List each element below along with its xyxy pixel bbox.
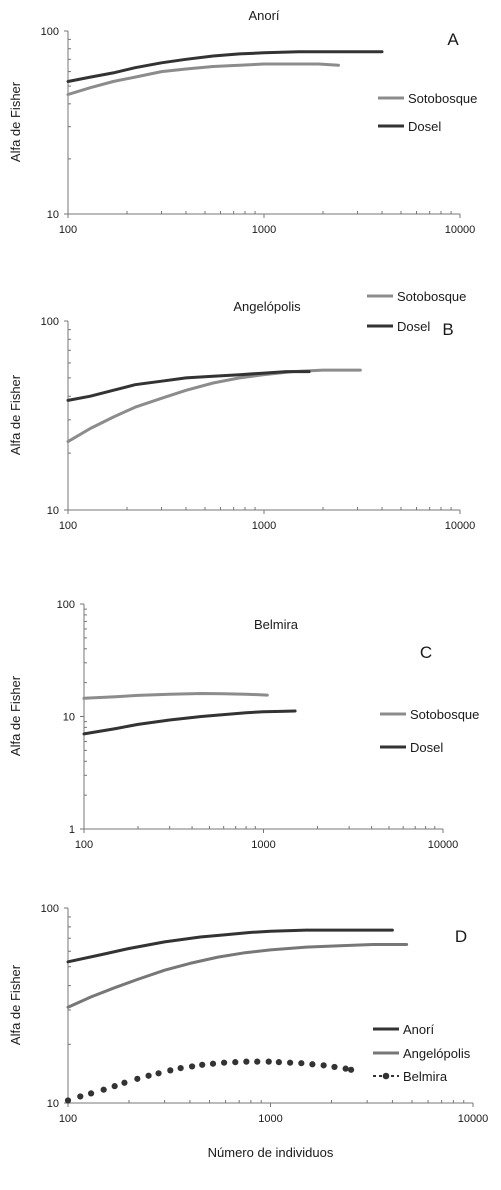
- data-point: [167, 1067, 174, 1074]
- series-line: [82, 692, 269, 700]
- data-point: [243, 1058, 250, 1065]
- series-line: [66, 50, 384, 83]
- y-axis-title: Alfa de Fisher: [8, 964, 23, 1045]
- data-point: [177, 1064, 184, 1072]
- y-axis-title: Alfa de Fisher: [8, 374, 23, 455]
- data-point: [342, 1065, 349, 1072]
- y-axis-title: Alfa de Fisher: [8, 675, 23, 756]
- series-line: [82, 709, 297, 736]
- legend-marker: [382, 1072, 390, 1080]
- series-line: [66, 943, 409, 1009]
- y-tick-label: 10: [47, 505, 59, 517]
- x-tick-label: 100: [75, 839, 93, 851]
- y-tick-label: 100: [41, 903, 59, 915]
- panel-letter: B: [442, 320, 453, 339]
- series-line: [66, 368, 362, 444]
- series-line: [66, 62, 340, 96]
- panel-title: Belmira: [254, 617, 299, 632]
- data-point: [265, 1058, 272, 1065]
- data-point: [254, 1058, 261, 1065]
- legend-label: Sotobosque: [410, 707, 479, 722]
- data-point: [100, 1086, 107, 1093]
- legend-label: Dosel: [410, 740, 443, 755]
- x-tick-label: 1000: [251, 839, 275, 851]
- legend-label: Dosel: [397, 319, 430, 334]
- data-point: [121, 1079, 128, 1086]
- y-tick-label: 100: [41, 316, 59, 328]
- legend-label: Anorí: [403, 1022, 434, 1037]
- legend-label: Angelópolis: [403, 1046, 471, 1061]
- y-tick-label: 100: [57, 599, 75, 611]
- series-line: [66, 370, 311, 402]
- data-point: [287, 1059, 294, 1066]
- y-axis-title: Alfa de Fisher: [8, 81, 23, 162]
- data-point: [347, 1066, 355, 1073]
- x-tick-label: 1000: [252, 224, 276, 236]
- data-point: [331, 1063, 338, 1071]
- data-point: [275, 1059, 282, 1066]
- legend-label: Belmira: [403, 1069, 448, 1084]
- x-axis-title: Número de individuos: [208, 1145, 334, 1160]
- data-point: [209, 1060, 217, 1067]
- y-tick-label: 10: [47, 1098, 59, 1110]
- data-point: [77, 1093, 84, 1100]
- y-tick-label: 1: [69, 824, 75, 836]
- data-point: [134, 1075, 141, 1082]
- panel-letter: C: [420, 643, 432, 662]
- legend-label: Dosel: [408, 119, 441, 134]
- x-tick-label: 10000: [428, 839, 459, 851]
- data-point: [87, 1090, 95, 1097]
- data-point: [64, 1097, 72, 1104]
- panel-letter: A: [447, 30, 459, 49]
- x-tick-label: 1000: [252, 520, 276, 532]
- x-tick-label: 1000: [258, 1113, 282, 1125]
- legend-label: Sotobosque: [397, 289, 466, 304]
- series-line: [66, 928, 394, 964]
- x-tick-label: 100: [59, 520, 77, 532]
- y-tick-label: 10: [47, 209, 59, 221]
- data-point: [111, 1083, 118, 1090]
- panel-title: Anorí: [248, 8, 279, 23]
- legend-label: Sotobosque: [408, 91, 477, 106]
- data-point: [298, 1060, 305, 1067]
- x-tick-label: 100: [59, 224, 77, 236]
- x-tick-label: 10000: [445, 520, 476, 532]
- x-tick-label: 100: [59, 1113, 77, 1125]
- x-tick-label: 10000: [445, 224, 476, 236]
- data-point: [155, 1070, 162, 1077]
- panel-letter: D: [455, 927, 467, 946]
- data-point: [309, 1061, 316, 1068]
- data-point: [188, 1063, 196, 1070]
- x-tick-label: 10000: [458, 1113, 489, 1125]
- data-point: [199, 1061, 206, 1068]
- data-point: [220, 1059, 228, 1066]
- y-tick-label: 100: [41, 26, 59, 38]
- panel-title: Angelópolis: [233, 299, 301, 314]
- data-point: [145, 1072, 152, 1079]
- y-tick-label: 10: [63, 712, 75, 724]
- data-point: [232, 1059, 239, 1066]
- panel-c: 100 1000 10000 1 10 100 Alfa de Fisher Belmira C…: [8, 599, 479, 851]
- data-point: [320, 1062, 327, 1069]
